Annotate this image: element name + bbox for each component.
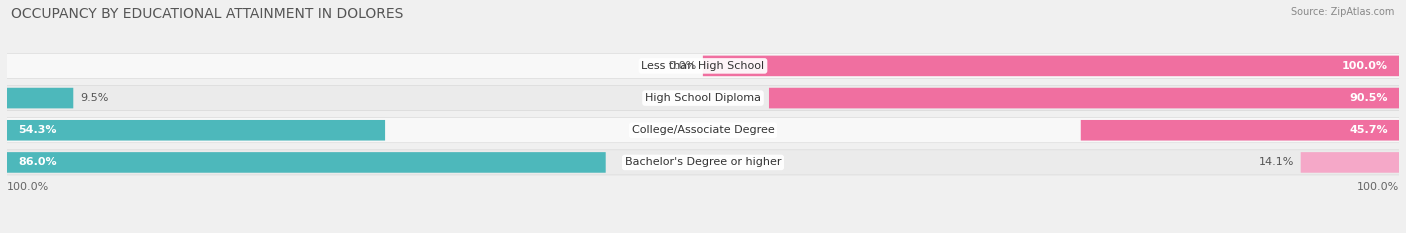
Text: College/Associate Degree: College/Associate Degree xyxy=(631,125,775,135)
Text: Bachelor's Degree or higher: Bachelor's Degree or higher xyxy=(624,158,782,168)
FancyBboxPatch shape xyxy=(7,118,1399,143)
Legend: Owner-occupied, Renter-occupied: Owner-occupied, Renter-occupied xyxy=(582,232,824,233)
Text: 54.3%: 54.3% xyxy=(18,125,56,135)
FancyBboxPatch shape xyxy=(1081,120,1399,140)
FancyBboxPatch shape xyxy=(7,88,73,108)
Text: Less than High School: Less than High School xyxy=(641,61,765,71)
Text: 100.0%: 100.0% xyxy=(1357,182,1399,192)
Text: 45.7%: 45.7% xyxy=(1350,125,1388,135)
FancyBboxPatch shape xyxy=(7,53,1399,79)
FancyBboxPatch shape xyxy=(769,88,1399,108)
Text: Source: ZipAtlas.com: Source: ZipAtlas.com xyxy=(1291,7,1395,17)
Text: 100.0%: 100.0% xyxy=(7,182,49,192)
FancyBboxPatch shape xyxy=(703,56,1399,76)
Text: OCCUPANCY BY EDUCATIONAL ATTAINMENT IN DOLORES: OCCUPANCY BY EDUCATIONAL ATTAINMENT IN D… xyxy=(11,7,404,21)
Text: 14.1%: 14.1% xyxy=(1258,158,1294,168)
FancyBboxPatch shape xyxy=(7,152,606,173)
Text: 90.5%: 90.5% xyxy=(1350,93,1388,103)
FancyBboxPatch shape xyxy=(7,86,1399,111)
Text: 9.5%: 9.5% xyxy=(80,93,108,103)
FancyBboxPatch shape xyxy=(7,120,385,140)
FancyBboxPatch shape xyxy=(1301,152,1399,173)
Text: High School Diploma: High School Diploma xyxy=(645,93,761,103)
Text: 86.0%: 86.0% xyxy=(18,158,56,168)
FancyBboxPatch shape xyxy=(7,150,1399,175)
Text: 0.0%: 0.0% xyxy=(668,61,696,71)
Text: 100.0%: 100.0% xyxy=(1341,61,1388,71)
